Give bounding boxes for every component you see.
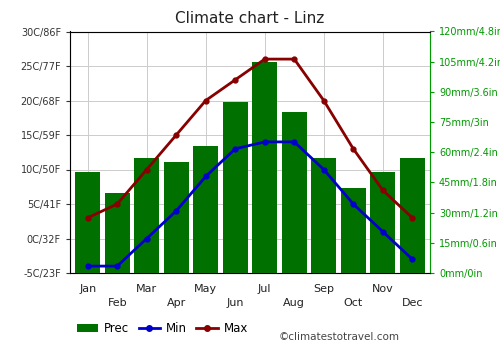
Bar [252, 62, 278, 273]
Text: May: May [194, 284, 218, 294]
Bar [282, 112, 307, 273]
Title: Climate chart - Linz: Climate chart - Linz [176, 11, 324, 26]
Bar [222, 102, 248, 273]
Text: Aug: Aug [284, 298, 305, 308]
Text: Jul: Jul [258, 284, 272, 294]
Text: Jun: Jun [226, 298, 244, 308]
Bar [400, 158, 425, 273]
Bar [193, 146, 218, 273]
Bar [311, 158, 336, 273]
Bar [164, 162, 189, 273]
Bar [134, 158, 160, 273]
Text: Jan: Jan [79, 284, 96, 294]
Text: Feb: Feb [108, 298, 127, 308]
Text: ©climatestotravel.com: ©climatestotravel.com [279, 332, 400, 342]
Bar [370, 173, 396, 273]
Text: Sep: Sep [314, 284, 334, 294]
Bar [340, 189, 366, 273]
Text: Dec: Dec [402, 298, 423, 308]
Bar [104, 193, 130, 273]
Text: Apr: Apr [166, 298, 186, 308]
Text: Mar: Mar [136, 284, 158, 294]
Text: Nov: Nov [372, 284, 394, 294]
Bar [75, 173, 100, 273]
Legend: Prec, Min, Max: Prec, Min, Max [72, 317, 252, 340]
Text: Oct: Oct [344, 298, 363, 308]
